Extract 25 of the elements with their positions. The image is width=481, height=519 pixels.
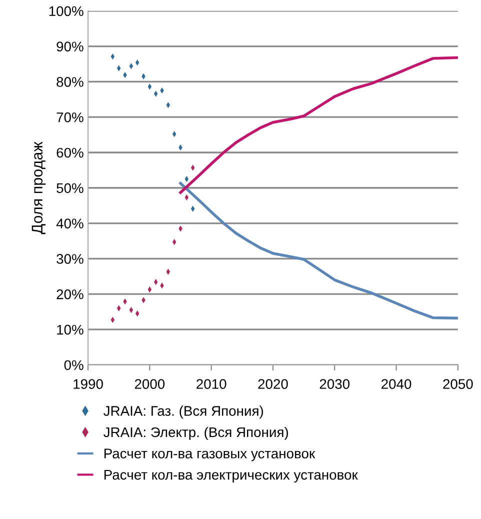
- y-tick-label: 30%: [56, 254, 84, 264]
- x-tick-label: 2040: [382, 379, 412, 389]
- x-tick-label: 1990: [74, 379, 103, 389]
- y-tick-label: 20%: [56, 289, 84, 300]
- y-tick-label: 90%: [56, 42, 84, 52]
- y-tick-label: 40%: [56, 218, 84, 228]
- y-tick-label: 100%: [49, 6, 84, 16]
- x-tick-label: 2020: [258, 379, 288, 389]
- x-tick-label: 2030: [320, 379, 350, 389]
- legend-label: JRAIA: Газ. (Вся Япония): [104, 406, 263, 419]
- y-tick-label: 10%: [57, 324, 84, 335]
- y-tick-label: 0%: [64, 360, 84, 370]
- legend-label: Расчет кол-ва газовых установок: [104, 448, 316, 462]
- legend-label: Расчет кол-ва электрических установок: [104, 470, 358, 482]
- line-series: [179, 56, 458, 194]
- x-tick-label: 2050: [443, 379, 473, 389]
- line-series: [179, 182, 458, 320]
- y-tick-label: 80%: [56, 77, 84, 87]
- legend-label: JRAIA: Электр. (Вся Япония): [104, 426, 288, 440]
- y-tick-label: 70%: [56, 112, 84, 122]
- y-tick-label: 60%: [56, 148, 84, 158]
- x-tick-label: 2010: [196, 379, 226, 389]
- y-tick-label: 50%: [56, 183, 84, 194]
- y-axis-title: Доля продаж: [32, 142, 46, 234]
- x-tick-label: 2000: [134, 379, 165, 389]
